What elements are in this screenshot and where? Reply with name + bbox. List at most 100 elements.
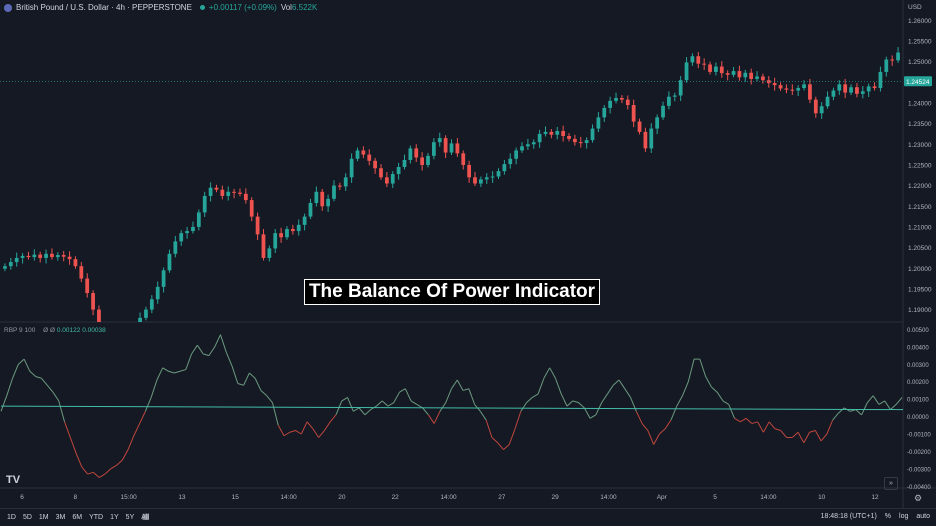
candle-body [343,177,348,187]
bop-line-segment [324,421,331,431]
candle-body [478,179,483,184]
bop-line-segment [144,397,152,412]
bop-line-segment [410,400,418,405]
calendar-icon[interactable]: ▦ [142,512,150,521]
bop-line-segment [231,365,239,384]
candle-body [531,142,536,145]
auto-toggle[interactable]: auto [916,513,930,520]
price-tick-label: 1.19500 [908,286,932,293]
bop-line-segment [358,407,366,416]
bop-line-segment [664,419,672,430]
time-tick-label: 15 [232,494,240,501]
bop-line-segment [757,421,764,433]
bop-line-segment [895,397,903,405]
candle-body [890,59,895,61]
candle-body [813,99,818,114]
indicator-legend[interactable]: RBP 9 100 Ø Ø 0.00122 0.00038 [4,327,106,334]
range-5d[interactable]: 5D [22,514,32,521]
candle-body [843,84,848,93]
candle-body [625,99,630,105]
range-all[interactable]: All [141,514,150,521]
osc-tick-label: 0.00200 [907,380,929,386]
log-toggle[interactable]: log [899,513,909,520]
candle-body [73,259,78,267]
range-6m[interactable]: 6M [72,514,83,521]
bop-line-segment [69,437,77,454]
range-3m[interactable]: 3M [55,514,66,521]
bop-line-segment [208,346,216,356]
candle-body [161,270,166,287]
candle-body [273,233,278,249]
candle-body [155,286,160,300]
range-1m[interactable]: 1M [38,514,49,521]
candle-body [831,90,836,97]
bop-line-segment [381,400,389,407]
time-tick-label: Apr [657,494,668,501]
price-tick-label: 1.21000 [908,224,932,231]
bop-line-segment [168,370,175,374]
bop-line-segment [456,379,464,391]
bop-line-segment [260,390,268,397]
bop-line-segment [578,402,585,409]
candle-body [860,91,865,94]
candle-body [144,309,148,318]
oscillator-axis[interactable]: 0.00500 0.00400 0.00300 0.00200 0.00100 0.000… [907,328,931,491]
range-ytd[interactable]: YTD [89,514,104,521]
bop-line-segment [485,419,493,438]
bop-line-segment [439,402,447,412]
candle-body [55,255,60,258]
percent-toggle[interactable]: % [884,513,892,520]
candle-body [567,136,571,139]
range-1d[interactable]: 1D [7,514,16,521]
time-tick-label: 29 [552,494,560,501]
bop-line-segment [347,397,354,412]
candle-body [173,241,178,254]
bop-line-segment [364,409,371,416]
bop-line-segment [838,407,845,414]
candle-body [208,187,213,196]
bop-line-segment [832,412,839,421]
bop-line-segment [826,419,834,435]
price-tick-label: 1.23500 [908,121,932,128]
candle-body [661,105,665,118]
bop-line-segment [861,402,868,416]
candle-body [749,72,754,79]
range-1y[interactable]: 1Y [110,514,119,521]
gear-icon[interactable]: ⚙ [914,493,923,503]
time-axis[interactable]: 6 8 15:00 13 15 14:00 20 22 14:00 27 29 14:00 Apr 5 14… [20,494,879,501]
bop-line-segment [514,411,522,429]
candle-body [502,164,507,172]
price-axis[interactable]: USD1.260001.255001.250001.245001.240001.… [0,4,932,314]
candle-body [285,229,289,238]
last-price-label: 1.24524 [906,79,930,86]
bop-line-segment [75,452,83,468]
scroll-to-realtime-button[interactable]: » [884,477,898,490]
range-5y[interactable]: 5Y [125,514,135,521]
bop-line-segment [768,421,776,430]
candle-body [578,142,583,144]
time-tick-label: 20 [338,494,346,501]
bop-line-segment [23,358,31,372]
candle-body [402,159,407,167]
candle-body [537,133,542,143]
bop-line-segment [174,370,181,374]
bop-line-segment [583,407,591,419]
candle-body [326,198,330,207]
overlay-title: The Balance Of Power Indicator [304,279,600,305]
candle-body [226,191,231,196]
clock-readout[interactable]: 18:48:18 (UTC+1) [820,513,877,520]
bop-line-segment [312,428,320,438]
candle-body [38,254,43,258]
bop-line-segment [87,471,94,475]
symbol-title[interactable]: British Pound / U.S. Dollar · 4h · PEPPE… [16,3,192,12]
tradingview-logo[interactable]: TV [6,474,21,486]
candle-body [431,142,436,156]
symbol-icon [4,3,12,12]
candle-body [514,150,519,159]
candle-body [690,56,695,63]
candle-body [384,177,389,184]
candle-body [296,224,301,232]
candle-body [408,148,413,160]
bop-line-segment [641,423,649,431]
